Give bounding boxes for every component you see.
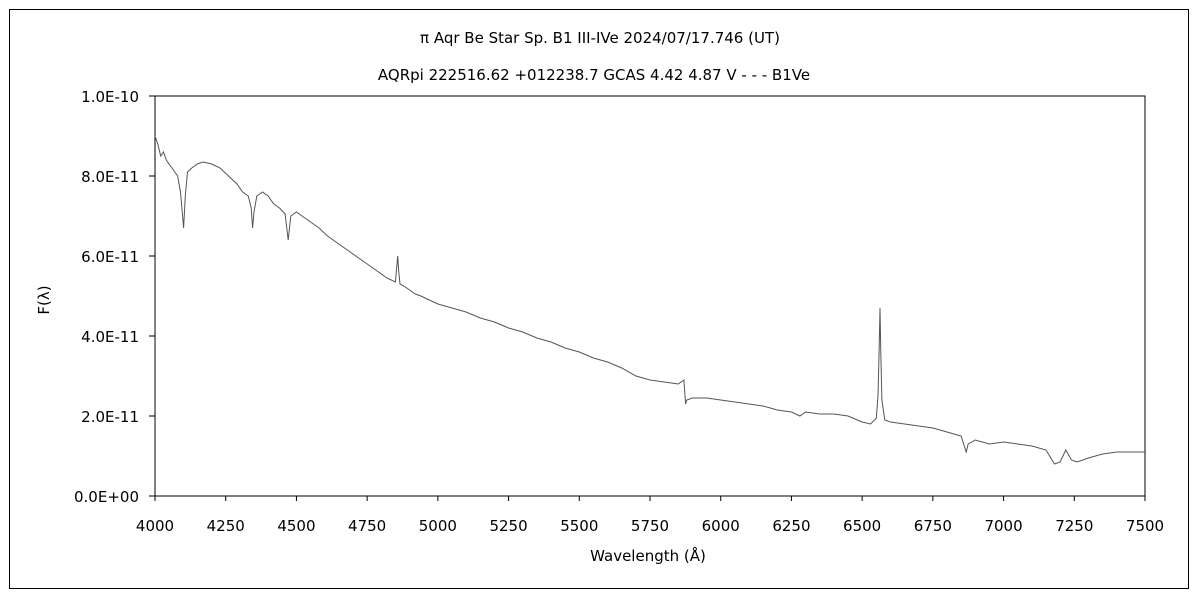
y-tick-label: 2.0E-11: [81, 408, 139, 426]
x-tick-label: 6000: [702, 517, 740, 535]
series-group: [154, 135, 1145, 465]
x-tick-label: 4750: [348, 517, 386, 535]
x-tick-label: 6500: [843, 517, 881, 535]
y-tick-label: 4.0E-11: [81, 328, 139, 346]
x-tick-label: 5500: [560, 517, 598, 535]
plot-area: [154, 95, 1146, 497]
x-tick-label: 6750: [914, 517, 952, 535]
x-tick-label: 4000: [136, 517, 174, 535]
x-axis-ticks: 4000 4250 4500 4750 5000 5250 5500 5750 6000 6250…: [136, 496, 1164, 535]
x-tick-label: 4250: [207, 517, 245, 535]
x-tick-label: 7250: [1055, 517, 1093, 535]
y-axis-label: F(λ): [35, 285, 53, 314]
y-tick-label: 6.0E-11: [81, 248, 139, 266]
x-tick-label: 5000: [419, 517, 457, 535]
y-axis-ticks: 0.0E+00 2.0E-11 4.0E-11 6.0E-11 8.0E-11 1.0E-…: [74, 88, 155, 506]
x-tick-label: 7000: [984, 517, 1022, 535]
spectrum-line: [154, 135, 1145, 465]
x-axis-label: Wavelength (Å): [590, 546, 706, 565]
x-tick-label: 5750: [631, 517, 669, 535]
x-tick-label: 4500: [277, 517, 315, 535]
y-tick-label: 0.0E+00: [74, 488, 139, 506]
chart-title: π Aqr Be Star Sp. B1 III-IVe 2024/07/17.…: [420, 29, 780, 47]
y-tick-label: 8.0E-11: [81, 168, 139, 186]
chart-frame: [9, 9, 1189, 589]
chart-subtitle: AQRpi 222516.62 +012238.7 GCAS 4.42 4.87…: [378, 66, 810, 84]
x-tick-label: 5250: [489, 517, 527, 535]
y-tick-label: 1.0E-10: [81, 88, 139, 106]
x-tick-label: 6250: [772, 517, 810, 535]
x-tick-label: 7500: [1126, 517, 1164, 535]
